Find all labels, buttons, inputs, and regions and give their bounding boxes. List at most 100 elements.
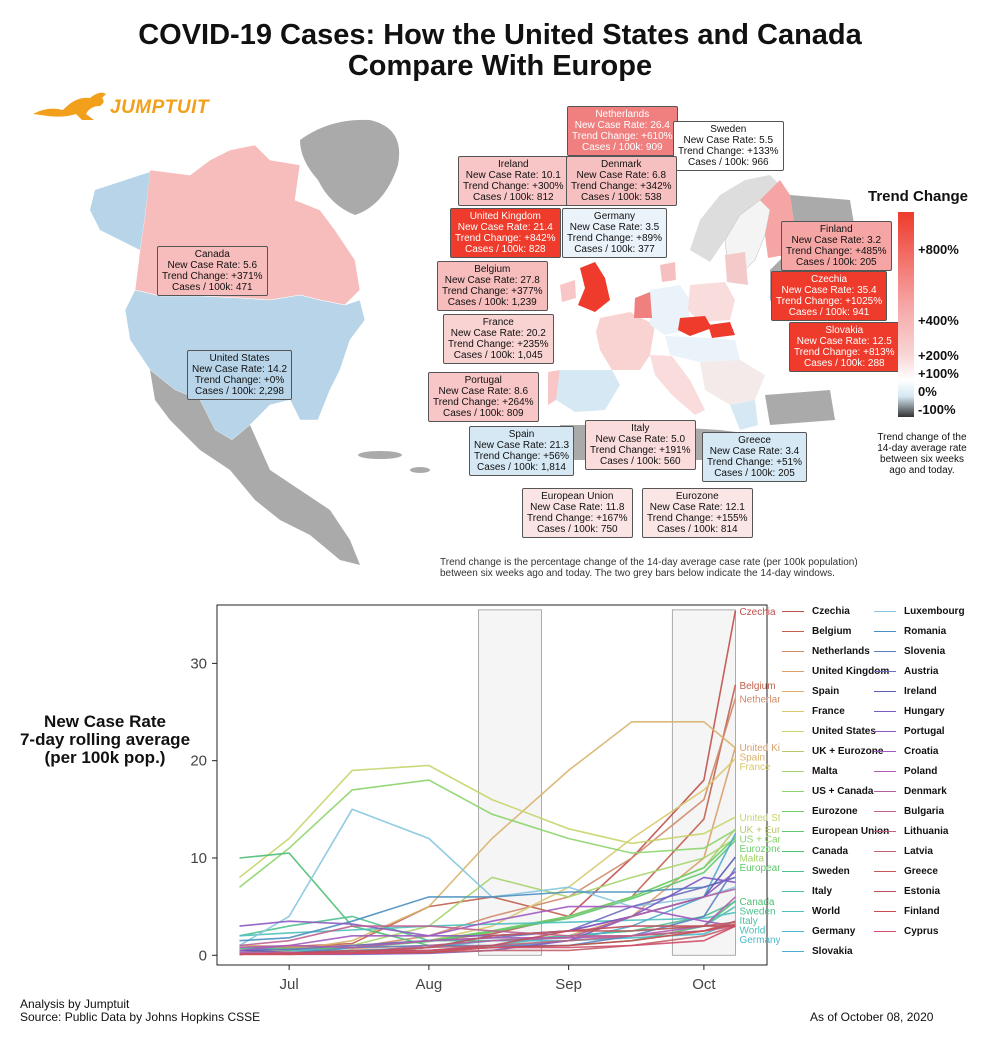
series-line xyxy=(239,876,736,942)
legend-item: Romania xyxy=(874,626,946,640)
legend-item: Hungary xyxy=(874,706,945,720)
legend-label: Malta xyxy=(812,766,838,777)
label-trend: Trend Change: +89% xyxy=(567,233,662,244)
label-name: Belgium xyxy=(474,264,511,275)
label-name: Spain xyxy=(508,429,535,440)
legend-item: Netherlands xyxy=(782,646,870,660)
series-end-label: European Union xyxy=(739,863,780,874)
legend-swatch xyxy=(782,810,804,812)
label-rate: New Case Rate: 3.5 xyxy=(569,222,660,233)
label-trend: Trend Change: +191% xyxy=(590,445,691,456)
x-tick-label: Jul xyxy=(280,976,299,993)
series-end-label: Czechia xyxy=(739,607,776,618)
legend-item: UK + Eurozone xyxy=(782,746,883,760)
legend-item: Germany xyxy=(782,926,855,940)
legend-label: Cyprus xyxy=(904,926,939,937)
legend-label: Luxembourg xyxy=(904,606,965,617)
map-label-ireland: Ireland New Case Rate: 10.1 Trend Change… xyxy=(458,156,569,206)
legend-item: Finland xyxy=(874,906,940,920)
uk-shape xyxy=(578,262,610,312)
map-label-czechia: Czechia New Case Rate: 35.4 Trend Change… xyxy=(771,271,888,321)
legend-swatch xyxy=(874,750,896,752)
baltics-shape xyxy=(725,252,748,285)
series-end-label: Italy xyxy=(739,916,757,927)
x-tick-label: Aug xyxy=(416,976,443,993)
label-name: Netherlands xyxy=(595,109,650,120)
kangaroo-logo-icon xyxy=(33,92,106,120)
label-cases: Cases / 100k: 538 xyxy=(580,192,662,203)
legend-swatch xyxy=(782,950,804,952)
legend-swatch xyxy=(874,650,896,652)
label-rate: New Case Rate: 21.3 xyxy=(474,440,570,451)
ylabel-line: (per 100k pop.) xyxy=(44,748,166,767)
label-rate: New Case Rate: 3.2 xyxy=(791,235,882,246)
label-rate: New Case Rate: 11.8 xyxy=(530,502,625,513)
map-label-greece: Greece New Case Rate: 3.4 Trend Change: … xyxy=(702,432,807,482)
map-label-netherlands: Netherlands New Case Rate: 26.4 Trend Ch… xyxy=(567,106,678,156)
label-name: France xyxy=(482,317,514,328)
legend-label: Greece xyxy=(904,866,938,877)
legend-label: Canada xyxy=(812,846,849,857)
series-line xyxy=(239,764,736,879)
series-line xyxy=(239,896,736,949)
series-line xyxy=(239,905,736,952)
legend-swatch xyxy=(874,810,896,812)
balkans-shape xyxy=(700,360,765,405)
label-cases: Cases / 100k: 1,045 xyxy=(453,350,543,361)
legend-label: Hungary xyxy=(904,706,945,717)
label-rate: New Case Rate: 26.4 xyxy=(574,120,670,131)
label-cases: Cases / 100k: 1,239 xyxy=(447,297,537,308)
label-trend: Trend Change: +56% xyxy=(474,451,570,462)
legend-swatch xyxy=(874,850,896,852)
label-rate: New Case Rate: 5.5 xyxy=(683,135,774,146)
label-trend: Trend Change: +0% xyxy=(194,375,285,386)
legend-item: United Kingdom xyxy=(782,666,889,680)
greenland-shape xyxy=(300,119,400,215)
legend-swatch xyxy=(782,730,804,732)
legend-tick: +200% xyxy=(918,348,959,363)
slovakia-shape xyxy=(708,322,735,338)
label-name: Czechia xyxy=(810,274,848,285)
legend-label: Spain xyxy=(812,686,840,697)
legend-swatch xyxy=(782,650,804,652)
trend-note: Trend change is the percentage change of… xyxy=(440,557,858,579)
legend-label: United Kingdom xyxy=(812,666,890,677)
label-trend: Trend Change: +300% xyxy=(463,181,564,192)
label-trend: Trend Change: +1025% xyxy=(776,296,883,307)
legend-swatch xyxy=(874,710,896,712)
label-name: Germany xyxy=(593,211,636,222)
legend-item: Malta xyxy=(782,766,838,780)
x-tick-label: Oct xyxy=(692,976,716,993)
legend-label: Latvia xyxy=(904,846,933,857)
label-rate: New Case Rate: 3.4 xyxy=(709,446,800,457)
label-trend: Trend Change: +485% xyxy=(786,246,887,257)
legend-tick: +800% xyxy=(918,242,959,257)
ylabel-line: 7-day rolling average xyxy=(19,730,191,749)
line-chart: 0 10 20 30 Jul Aug Sep Oct Czechia Belgium Netherl… xyxy=(190,604,780,993)
legend-swatch xyxy=(874,630,896,632)
czechia-shape xyxy=(678,316,712,336)
legend-swatch xyxy=(782,630,804,632)
legend-item: Greece xyxy=(874,866,938,880)
legend-swatch xyxy=(874,830,896,832)
turkey-shape xyxy=(765,390,835,425)
label-cases: Cases / 100k: 812 xyxy=(472,192,554,203)
austria-hungary-shape xyxy=(665,336,740,362)
map-label-eurozone: Eurozone New Case Rate: 12.1 Trend Chang… xyxy=(642,488,753,538)
label-cases: Cases / 100k: 2,298 xyxy=(195,386,284,397)
colorbar xyxy=(898,212,914,417)
legend-item: Luxembourg xyxy=(874,606,965,620)
series-end-label: Sweden xyxy=(739,906,775,917)
portugal-shape xyxy=(548,370,560,405)
legend-swatch xyxy=(782,690,804,692)
legend-item: Spain xyxy=(782,686,839,700)
label-trend: Trend Change: +264% xyxy=(433,397,534,408)
label-trend: Trend Change: +813% xyxy=(794,347,895,358)
legend-label: Netherlands xyxy=(812,646,870,657)
label-rate: New Case Rate: 12.5 xyxy=(796,336,892,347)
legend-swatch xyxy=(874,890,896,892)
legend-item: Austria xyxy=(874,666,938,680)
label-trend: Trend Change: +167% xyxy=(527,513,628,524)
legend-label: Bulgaria xyxy=(904,806,945,817)
poland-shape xyxy=(688,282,735,322)
